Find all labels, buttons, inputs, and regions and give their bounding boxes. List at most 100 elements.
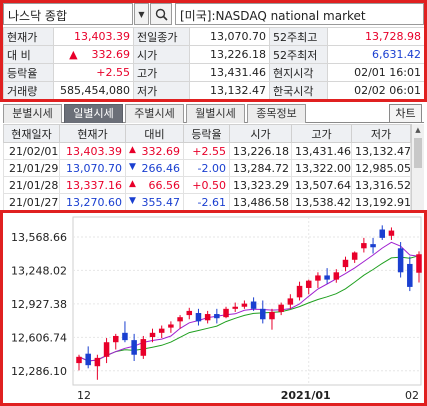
cell-date: 21/01/29 xyxy=(3,159,60,177)
column-header[interactable]: 대비 xyxy=(125,124,184,143)
quote-label: 대 비 xyxy=(3,45,54,64)
scroll-up-icon[interactable]: ▲ xyxy=(415,126,421,134)
quote-value: 13,132.47 xyxy=(189,81,270,100)
candle-body xyxy=(269,311,275,320)
quote-row: 거래량 585,454,080 저가 13,132.47 한국시각 02/02 06:01 xyxy=(3,81,425,100)
x-tick-label-middle: 2021/01 xyxy=(281,389,331,402)
scroll-thumb[interactable] xyxy=(414,138,422,168)
chevron-down-icon: ▼ xyxy=(138,9,145,19)
candle-body xyxy=(416,254,422,273)
tab-3[interactable]: 월별시세 xyxy=(186,104,245,123)
candle-body xyxy=(149,332,156,337)
index-name-input[interactable]: 나스닥 종합 xyxy=(3,3,133,25)
cell-price: 13,337.16 xyxy=(59,176,126,194)
quote-value: 13,403.39 xyxy=(53,27,134,46)
candle-body xyxy=(186,310,193,316)
dropdown-button[interactable]: ▼ xyxy=(134,3,149,25)
candle-body xyxy=(103,342,110,357)
candle-body xyxy=(122,332,128,341)
x-tick-label-end: 02 xyxy=(405,389,419,402)
column-header[interactable]: 고가 xyxy=(291,124,352,143)
quote-value: 13,431.46 xyxy=(189,63,270,82)
cell-low: 13,192.91 xyxy=(351,193,411,211)
candle-body xyxy=(315,275,321,281)
candle-body xyxy=(397,248,404,273)
quote-value: 13,728.98 xyxy=(327,27,425,46)
chart-button[interactable]: 차트 xyxy=(389,104,422,123)
candle-body xyxy=(204,314,211,321)
candle-body xyxy=(305,280,312,288)
column-header[interactable]: 현재일자 xyxy=(3,124,60,143)
quote-value: +2.55 xyxy=(53,63,134,82)
column-header[interactable]: 저가 xyxy=(351,124,411,143)
change-value: 266.46 xyxy=(141,161,181,175)
quote-value: 02/01 16:01 xyxy=(327,63,425,82)
arrow-down-icon: ▼ xyxy=(129,195,136,206)
arrow-up-icon: ▲ xyxy=(129,178,136,189)
quote-label: 한국시각 xyxy=(269,81,328,100)
quote-label: 현지시각 xyxy=(269,63,328,82)
y-tick-label: 12,927.38 xyxy=(11,298,67,311)
market-label: [미국]:NASDAQ national market xyxy=(175,3,424,25)
cell-price: 13,403.39 xyxy=(59,142,126,160)
column-header[interactable]: 등락율 xyxy=(183,124,230,143)
candle-body xyxy=(342,259,349,268)
cell-low: 12,985.05 xyxy=(351,159,411,177)
candle-body xyxy=(361,243,367,249)
candle-body xyxy=(250,301,257,309)
quote-label: 현재가 xyxy=(3,27,54,46)
quote-label: 저가 xyxy=(133,81,190,100)
quote-label: 전일종가 xyxy=(133,27,190,46)
cell-price: 13,270.60 xyxy=(59,193,126,211)
tab-1[interactable]: 일별시세 xyxy=(64,104,123,123)
candle-body xyxy=(296,285,303,298)
cell-high: 13,322.00 xyxy=(291,159,352,177)
quote-value: 13,070.70 xyxy=(189,27,270,46)
chart-canvas: 13,568.66 13,248.02 12,927.38 12,606.74 12,2… xyxy=(11,216,422,402)
candle-body xyxy=(214,314,220,319)
tab-bar: 종목정보 월별시세 주별시세 일별시세 분별시세 차트 xyxy=(3,104,424,123)
tab-2[interactable]: 주별시세 xyxy=(125,104,184,123)
cell-rate: -2.00 xyxy=(183,159,230,177)
column-header[interactable]: 현재가 xyxy=(59,124,126,143)
quote-label: 등락율 xyxy=(3,63,54,82)
candle-body xyxy=(287,298,294,305)
column-header[interactable]: 시가 xyxy=(229,124,292,143)
cell-high: 13,507.64 xyxy=(291,176,352,194)
candle-body xyxy=(241,303,248,307)
candle-body xyxy=(407,263,413,287)
daily-price-table: 현재일자 현재가 대비 등락율 시가 고가 저가 21/02/01 13,403.39 ▲ 332… xyxy=(3,124,411,211)
search-bar: 나스닥 종합 ▼ [미국]:NASDAQ national market xyxy=(3,3,424,25)
y-tick-label: 12,606.74 xyxy=(11,331,67,344)
quote-value: 02/02 06:01 xyxy=(327,81,425,100)
table-row[interactable]: 21/01/28 13,337.16 ▲ 66.56 +0.50 13,323.29 13,… xyxy=(3,176,411,194)
candle-body xyxy=(85,353,91,366)
cell-change: ▲ 332.69 xyxy=(125,142,184,160)
cell-open: 13,323.29 xyxy=(229,176,292,194)
candle-body xyxy=(177,317,183,322)
candle-body xyxy=(158,328,165,333)
table-row[interactable]: 21/01/27 13,270.60 ▼ 355.47 -2.61 13,486.58 13… xyxy=(3,193,411,211)
candlestick-chart: 13,568.66 13,248.02 12,927.38 12,606.74 12,2… xyxy=(3,213,424,403)
table-row[interactable]: 21/02/01 13,403.39 ▲ 332.69 +2.55 13,226.18 13… xyxy=(3,142,411,160)
plot-area xyxy=(72,216,422,386)
quote-label: 거래량 xyxy=(3,81,54,100)
candle-body xyxy=(351,252,358,260)
tab-0[interactable]: 분별시세 xyxy=(3,104,62,123)
table-row[interactable]: 21/01/29 13,070.70 ▼ 266.46 -2.00 13,284.72 13… xyxy=(3,159,411,177)
search-icon xyxy=(155,8,168,21)
candle-body xyxy=(379,229,385,238)
cell-open: 13,284.72 xyxy=(229,159,292,177)
cell-high: 13,431.46 xyxy=(291,142,352,160)
table-scrollbar[interactable]: ▲ xyxy=(411,124,424,212)
arrow-up-icon: ▲ xyxy=(129,144,136,155)
search-button[interactable] xyxy=(150,3,172,25)
candle-body xyxy=(195,313,202,322)
candle-body xyxy=(370,244,376,248)
y-tick-label: 13,248.02 xyxy=(11,264,67,277)
cell-change: ▲ 66.56 xyxy=(125,176,184,194)
tab-4[interactable]: 종목정보 xyxy=(247,104,306,123)
quote-value: ▲ 332.69 xyxy=(53,45,134,64)
cell-rate: -2.61 xyxy=(183,193,230,211)
quote-value: 585,454,080 xyxy=(53,81,134,100)
